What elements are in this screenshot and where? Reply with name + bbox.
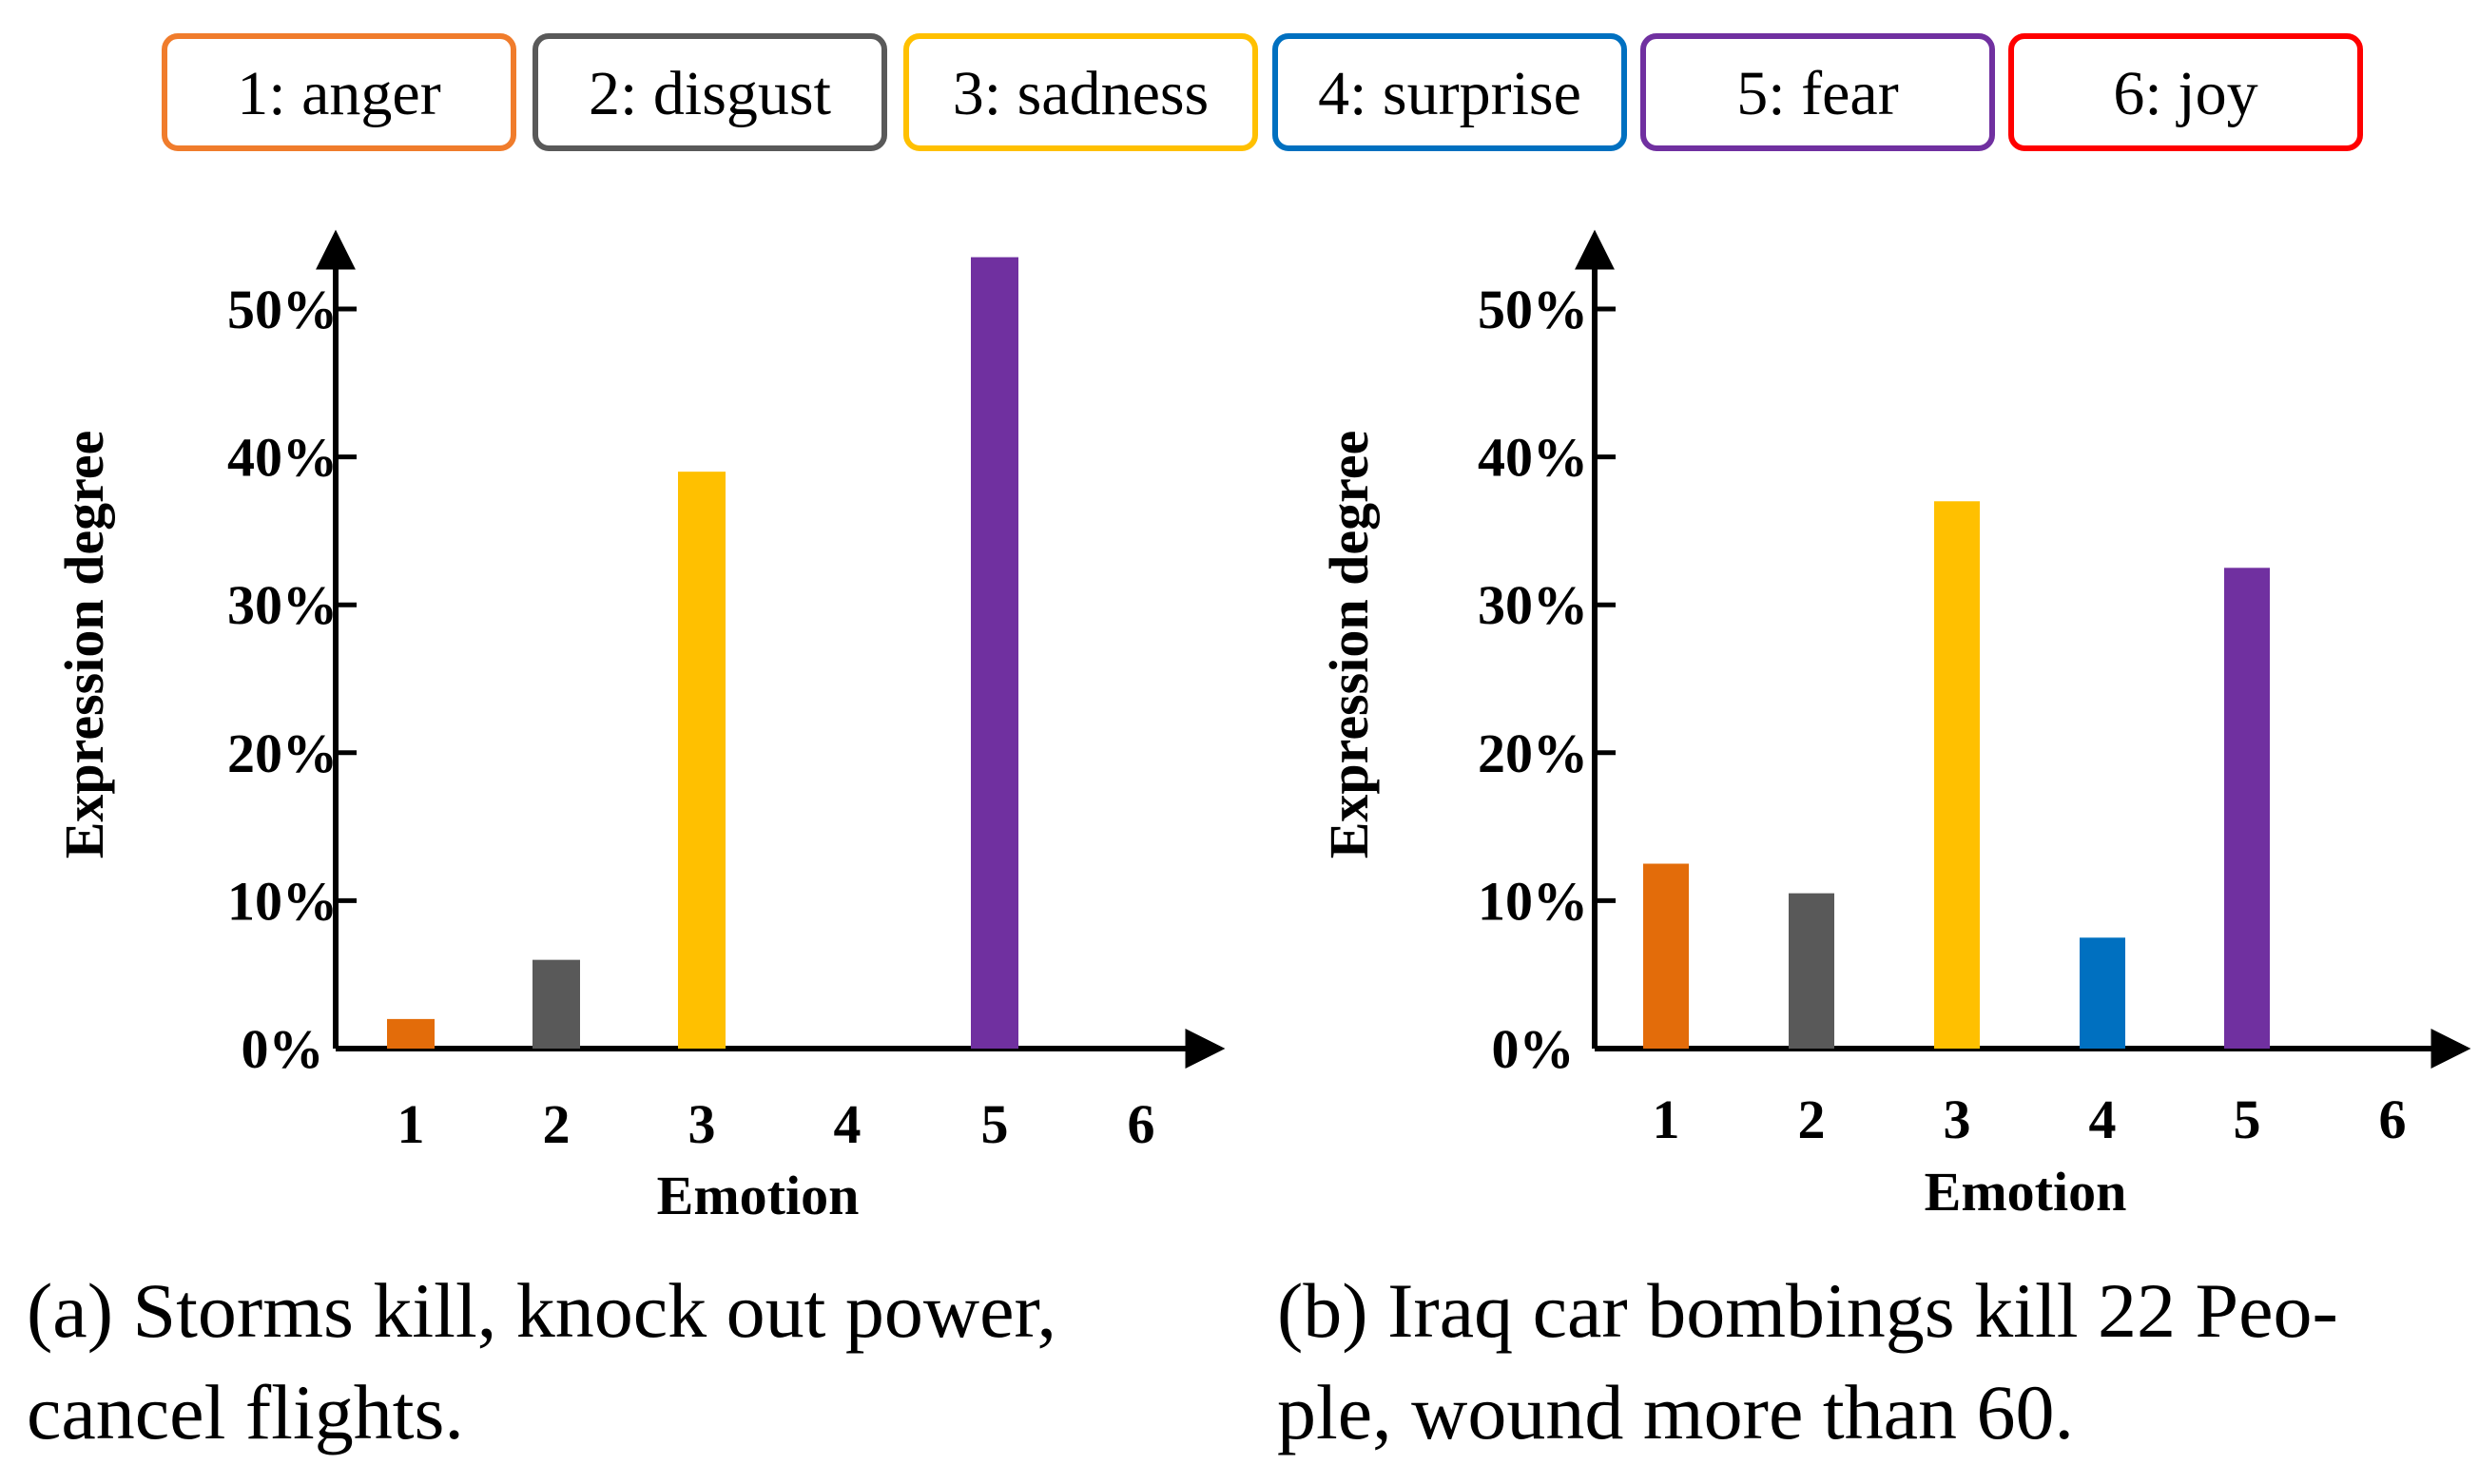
x-tick-label-a-6: 6 xyxy=(1128,1093,1155,1155)
x-tick-label-a-5: 5 xyxy=(981,1093,1009,1155)
legend-label-6: 6: joy xyxy=(2113,59,2257,128)
y-axis-title-a: Expression degree xyxy=(53,431,115,859)
x-axis-title-a: Emotion xyxy=(657,1165,860,1226)
chart-a: 0% 10% 20% 30% 40% 50% 1 2 3 4 5 6 Emotion Expression… xyxy=(27,229,1226,1455)
legend-item-3: 3: sadness xyxy=(903,33,1258,151)
legend-label-2: 2: disgust xyxy=(589,59,831,128)
legend-box-1 xyxy=(162,33,516,151)
x-tick-label-b-6: 6 xyxy=(2379,1089,2407,1150)
bar-b-3 xyxy=(1934,501,1980,1049)
y-axis-title-b: Expression degree xyxy=(1318,431,1380,859)
x-tick-label-a-4: 4 xyxy=(834,1093,862,1155)
y-tick-label-a-0: 0% xyxy=(242,1018,324,1080)
x-tick-label-a-3: 3 xyxy=(688,1093,716,1155)
y-tick-label-a-3: 30% xyxy=(227,574,338,636)
bar-b-5 xyxy=(2224,568,2270,1049)
bar-b-4 xyxy=(2080,937,2125,1049)
legend-box-4 xyxy=(1272,33,1627,151)
bar-b-1 xyxy=(1643,863,1689,1049)
x-tick-label-b-3: 3 xyxy=(1944,1089,1971,1150)
y-tick-label-b-1: 10% xyxy=(1478,870,1588,932)
legend-label-3: 3: sadness xyxy=(953,59,1209,128)
chart-b: 0% 10% 20% 30% 40% 50% 1 2 3 4 5 6 Emotion Expression… xyxy=(1277,229,2471,1455)
caption-b-line-1: (b) Iraq car bombings kill 22 Peo- xyxy=(1277,1267,2338,1354)
legend-item-4: 4: surprise xyxy=(1272,33,1627,151)
legend-item-2: 2: disgust xyxy=(533,33,887,151)
y-tick-label-b-0: 0% xyxy=(1492,1018,1575,1080)
y-tick-label-a-5: 50% xyxy=(227,279,338,340)
bar-b-2 xyxy=(1789,893,1834,1049)
caption-a-line-1: (a) Storms kill, knock out power, xyxy=(27,1267,1056,1354)
legend-label-5: 5: fear xyxy=(1736,59,1898,128)
caption-b-line-2: ple, wound more than 60. xyxy=(1277,1369,2074,1455)
caption-a-line-2: cancel flights. xyxy=(27,1369,464,1455)
x-tick-label-b-4: 4 xyxy=(2089,1089,2117,1150)
legend-item-1: 1: anger xyxy=(162,33,516,151)
bar-a-3 xyxy=(678,472,726,1049)
legend-box-3 xyxy=(903,33,1258,151)
legend-box-6 xyxy=(2008,33,2363,151)
legend-label-4: 4: surprise xyxy=(1318,59,1581,128)
y-tick-label-b-5: 50% xyxy=(1478,279,1588,340)
x-tick-label-b-2: 2 xyxy=(1798,1089,1826,1150)
legend-box-2 xyxy=(533,33,887,151)
y-tick-label-b-4: 40% xyxy=(1478,427,1588,489)
y-tick-label-a-1: 10% xyxy=(227,870,338,932)
x-tick-label-a-2: 2 xyxy=(543,1093,571,1155)
y-tick-label-b-2: 20% xyxy=(1478,723,1588,784)
y-tick-label-b-3: 30% xyxy=(1478,574,1588,636)
x-tick-label-b-5: 5 xyxy=(2234,1089,2261,1150)
legend-item-6: 6: joy xyxy=(2008,33,2363,151)
x-tick-label-a-1: 1 xyxy=(397,1093,425,1155)
legend-label-1: 1: anger xyxy=(237,59,440,128)
x-axis-title-b: Emotion xyxy=(1925,1161,2127,1223)
x-tick-label-b-1: 1 xyxy=(1653,1089,1680,1150)
y-tick-label-a-2: 20% xyxy=(227,723,338,784)
legend-box-5 xyxy=(1640,33,1995,151)
bar-a-5 xyxy=(971,257,1018,1049)
legend-item-5: 5: fear xyxy=(1640,33,1995,151)
legend: 1: anger 2: disgust 3: sadness 4: surprise 5… xyxy=(162,33,2363,151)
bar-a-1 xyxy=(387,1018,435,1049)
y-tick-label-a-4: 40% xyxy=(227,427,338,489)
bar-a-2 xyxy=(533,959,580,1049)
